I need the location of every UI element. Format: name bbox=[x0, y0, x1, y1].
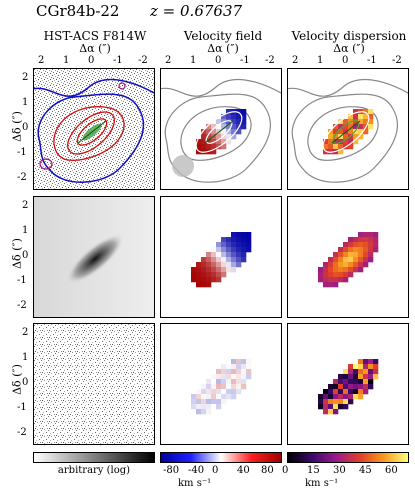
xlabel-hst: Δα (″) bbox=[79, 42, 111, 55]
colorbar-tick-label: 0 bbox=[282, 465, 289, 476]
colorbar-image bbox=[33, 452, 155, 463]
colorbar-tick-label: 40 bbox=[237, 465, 250, 476]
redshift-label: z = 0.67637 bbox=[150, 2, 243, 20]
x-tick-label: 1 bbox=[317, 55, 324, 66]
y-tick-label: 2 bbox=[22, 327, 29, 338]
panel-hst-residual bbox=[33, 323, 155, 445]
panel-velocity-residual bbox=[160, 323, 282, 445]
y-tick-label: 1 bbox=[22, 352, 29, 363]
x-tick-label: -2 bbox=[392, 55, 402, 66]
colorbar-dispersion-unit: km s⁻¹ bbox=[305, 478, 339, 489]
y-tick-label: -2 bbox=[17, 427, 27, 438]
y-tick-label: 2 bbox=[22, 200, 29, 211]
x-tick-label: -2 bbox=[265, 55, 275, 66]
y-tick-label: -1 bbox=[17, 147, 27, 158]
xlabel-velocity: Δα (″) bbox=[207, 42, 239, 55]
x-tick-label: -1 bbox=[367, 55, 377, 66]
colorbar-tick-label: 0 bbox=[212, 465, 219, 476]
y-tick-label: 0 bbox=[22, 250, 29, 261]
colorbar-tick-label: 45 bbox=[359, 465, 372, 476]
y-tick-label: 1 bbox=[22, 225, 29, 236]
panel-dispersion-contours bbox=[287, 68, 409, 190]
col-title-velocity: Velocity field bbox=[183, 29, 263, 43]
y-tick-label: 1 bbox=[22, 97, 29, 108]
x-tick-label: -1 bbox=[113, 55, 123, 66]
colorbar-tick-label: 30 bbox=[333, 465, 346, 476]
x-tick-label: 0 bbox=[88, 55, 95, 66]
col-title-hst: HST-ACS F814W bbox=[43, 29, 147, 43]
x-tick-label: 2 bbox=[165, 55, 172, 66]
xlabel-dispersion: Δα (″) bbox=[333, 42, 365, 55]
colorbar-velocity bbox=[160, 452, 282, 463]
colorbar-tick-label: -40 bbox=[188, 465, 205, 476]
panel-dispersion-residual bbox=[287, 323, 409, 445]
x-tick-label: 2 bbox=[38, 55, 45, 66]
y-tick-label: -2 bbox=[17, 300, 27, 311]
x-tick-label: 0 bbox=[215, 55, 222, 66]
colorbar-tick-label: 80 bbox=[261, 465, 274, 476]
x-tick-label: 1 bbox=[190, 55, 197, 66]
ylabel-row3: Δδ (″) bbox=[10, 364, 24, 395]
y-tick-label: 2 bbox=[22, 72, 29, 83]
x-tick-label: -2 bbox=[138, 55, 148, 66]
ylabel-row1: Δδ (″) bbox=[10, 111, 24, 142]
colorbar-tick-label: -80 bbox=[163, 465, 180, 476]
ylabel-row2: Δδ (″) bbox=[10, 238, 24, 269]
colorbar-tick-label: 15 bbox=[307, 465, 320, 476]
panel-hst-model bbox=[33, 196, 155, 318]
y-tick-label: 0 bbox=[22, 377, 29, 388]
x-tick-label: 0 bbox=[342, 55, 349, 66]
panel-velocity-model bbox=[160, 196, 282, 318]
y-tick-label: -2 bbox=[17, 172, 27, 183]
colorbar-image-label: arbitrary (log) bbox=[57, 465, 131, 476]
x-tick-label: 2 bbox=[292, 55, 299, 66]
y-tick-label: -1 bbox=[17, 275, 27, 286]
panel-dispersion-model bbox=[287, 196, 409, 318]
col-title-dispersion: Velocity dispersion bbox=[291, 29, 407, 43]
object-name: CGr84b-22 bbox=[36, 2, 120, 20]
x-tick-label: -1 bbox=[240, 55, 250, 66]
y-tick-label: -1 bbox=[17, 402, 27, 413]
y-tick-label: 0 bbox=[22, 122, 29, 133]
panel-hst-contours bbox=[33, 68, 155, 190]
colorbar-tick-label: 60 bbox=[385, 465, 398, 476]
x-tick-label: 1 bbox=[63, 55, 70, 66]
colorbar-velocity-unit: km s⁻¹ bbox=[178, 478, 212, 489]
colorbar-dispersion bbox=[287, 452, 409, 463]
panel-velocity-field-contours bbox=[160, 68, 282, 190]
